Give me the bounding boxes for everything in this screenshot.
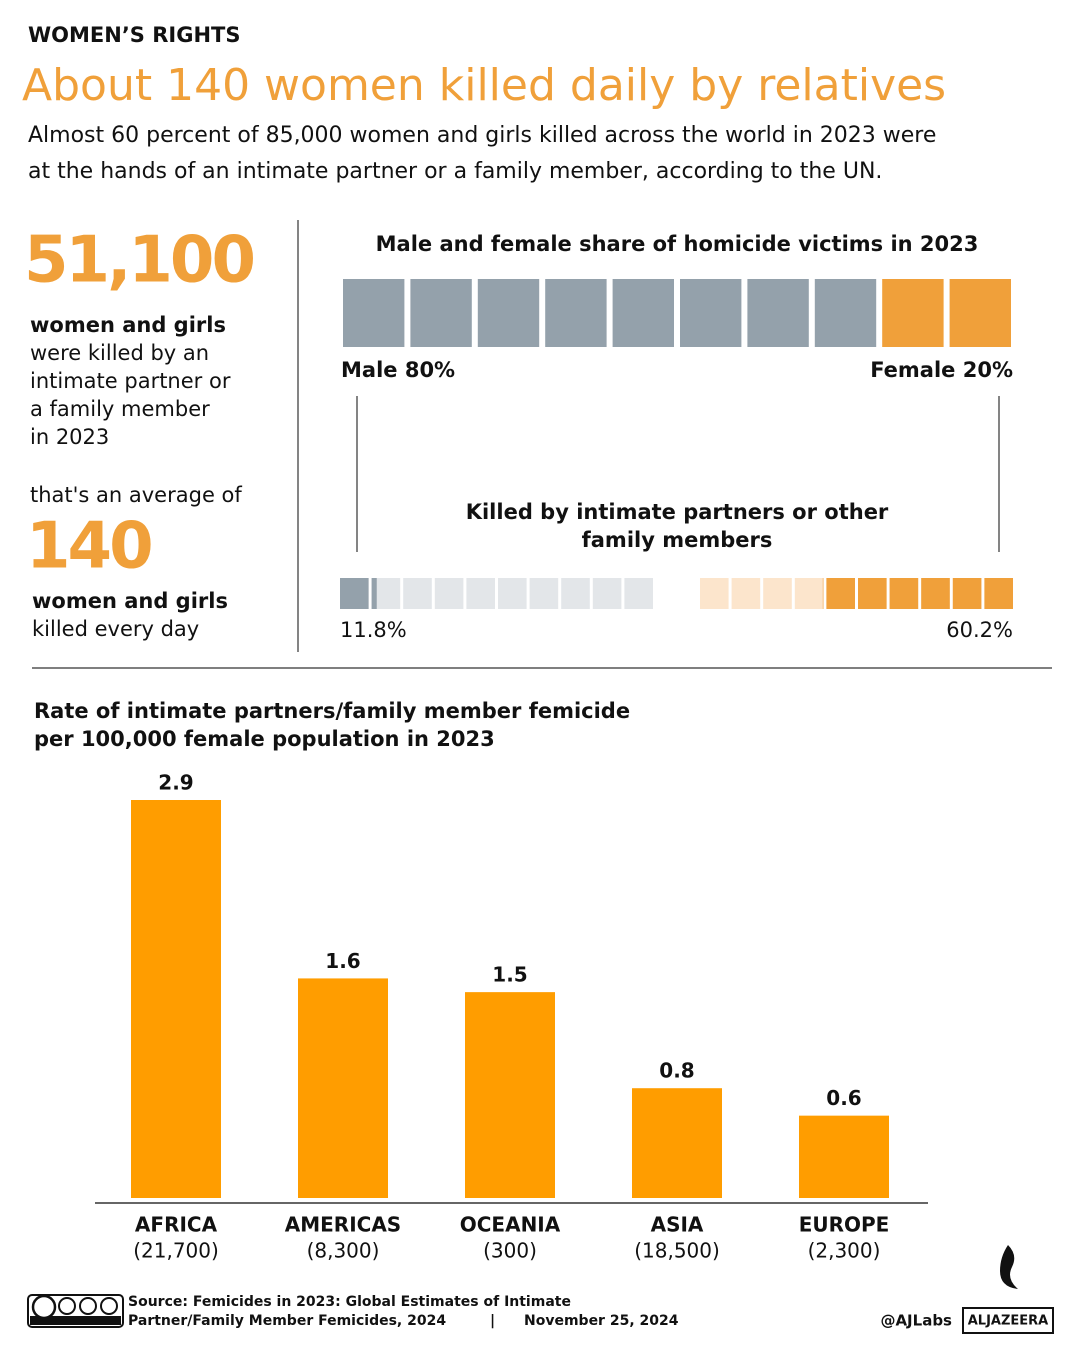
stat-number: 140: [26, 510, 151, 584]
legend-name: Female: [870, 358, 955, 382]
source: Partner/Family Member Femicides, 2024: [128, 1313, 446, 1329]
value-label: 0.8: [659, 1059, 694, 1083]
waffle-cell: [858, 578, 887, 609]
waffle-cell: [340, 578, 369, 609]
stat-label: women and girls: [32, 589, 228, 613]
waffle-cell: [371, 578, 377, 609]
waffle-cell: [747, 279, 809, 347]
x-tick-note: (8,300): [307, 1239, 380, 1263]
waffle-cell: [949, 279, 1011, 347]
value-label: 2.9: [158, 771, 193, 795]
x-tick-label: OCEANIA: [460, 1213, 561, 1237]
waffle-cell: [410, 279, 472, 347]
value-label: 1.5: [492, 963, 527, 987]
stat-text: in 2023: [30, 425, 109, 449]
x-tick-note: (300): [483, 1239, 537, 1263]
bar: [131, 800, 221, 1198]
value-label: 0.6: [826, 1086, 861, 1110]
value-label: 11.8%: [340, 618, 407, 642]
waffle-cell-bg: [498, 578, 527, 609]
kicker: WOMEN’S RIGHTS: [28, 23, 241, 47]
waffle-cell-bg: [700, 578, 729, 609]
x-tick-note: (2,300): [808, 1239, 881, 1263]
x-tick-label: EUROPE: [799, 1213, 890, 1237]
legend-value: 20%: [963, 358, 1013, 382]
bar: [799, 1115, 889, 1198]
stat-text: a family member: [30, 397, 210, 421]
handle: @AJLabs: [880, 1312, 952, 1330]
legend-name: Male: [341, 358, 398, 382]
waffle-cell-bg: [794, 578, 824, 609]
brand-logo: [962, 1245, 1054, 1334]
brand: ALJAZEERA: [968, 1314, 1049, 1329]
stat-number: 51,100: [24, 224, 253, 298]
waffle-cell: [814, 279, 877, 347]
waffle-cell: [889, 578, 919, 609]
waffle-cell: [545, 279, 607, 347]
separator: |: [490, 1313, 495, 1329]
stat-text: were killed by an: [30, 341, 209, 365]
chart-title: per 100,000 female population in 2023: [34, 727, 495, 751]
legend-label: Female 20%: [870, 358, 1013, 382]
source: Source: Femicides in 2023: Global Estima…: [128, 1294, 571, 1310]
waffle-cell-bg: [434, 578, 464, 609]
waffle-cell: [612, 279, 674, 347]
subtitle: Almost 60 percent of 85,000 women and gi…: [28, 123, 936, 148]
x-tick-note: (21,700): [133, 1239, 219, 1263]
waffle-cell-bg: [731, 578, 761, 609]
waffle-cell: [343, 279, 405, 347]
stat-text: killed every day: [32, 617, 199, 641]
waffle-cell-bg: [763, 578, 792, 609]
x-tick-label: AFRICA: [135, 1213, 218, 1237]
waffle-cell-bg: [403, 578, 432, 609]
date: November 25, 2024: [524, 1313, 679, 1329]
x-tick-label: AMERICAS: [285, 1213, 401, 1237]
waffle-cell: [882, 279, 944, 347]
chart-title: Killed by intimate partners or other: [466, 500, 889, 524]
value-label: 1.6: [325, 949, 360, 973]
waffle-cell-bg: [624, 578, 653, 609]
title: About 140 women killed daily by relative…: [22, 60, 946, 111]
stat-lead: that's an average of: [30, 483, 242, 507]
chart-title: Male and female share of homicide victim…: [376, 232, 979, 256]
value-label: 60.2%: [946, 618, 1013, 642]
stat-text: intimate partner or: [30, 369, 231, 393]
bar: [465, 992, 555, 1198]
waffle-cell: [826, 578, 855, 609]
bar: [298, 978, 388, 1198]
waffle-cell: [921, 578, 950, 609]
waffle-cell: [984, 578, 1013, 609]
x-tick-note: (18,500): [634, 1239, 720, 1263]
chart-title: Rate of intimate partners/family member …: [34, 699, 630, 723]
waffle-cell: [680, 279, 742, 347]
waffle-cell: [477, 279, 540, 347]
subtitle: at the hands of an intimate partner or a…: [28, 159, 882, 184]
waffle-cell-bg: [529, 578, 559, 609]
waffle-cell: [952, 578, 982, 609]
x-tick-label: ASIA: [651, 1213, 704, 1237]
cc-license-icon: [27, 1294, 124, 1328]
bar: [632, 1088, 722, 1198]
stat-label: women and girls: [30, 313, 226, 337]
chart-title: family members: [582, 528, 773, 552]
waffle-cell: [822, 578, 824, 609]
waffle-cell-bg: [592, 578, 622, 609]
legend-value: 80%: [405, 358, 455, 382]
waffle-cell-bg: [561, 578, 590, 609]
waffle-cell-bg: [466, 578, 495, 609]
legend-label: Male 80%: [341, 358, 455, 382]
